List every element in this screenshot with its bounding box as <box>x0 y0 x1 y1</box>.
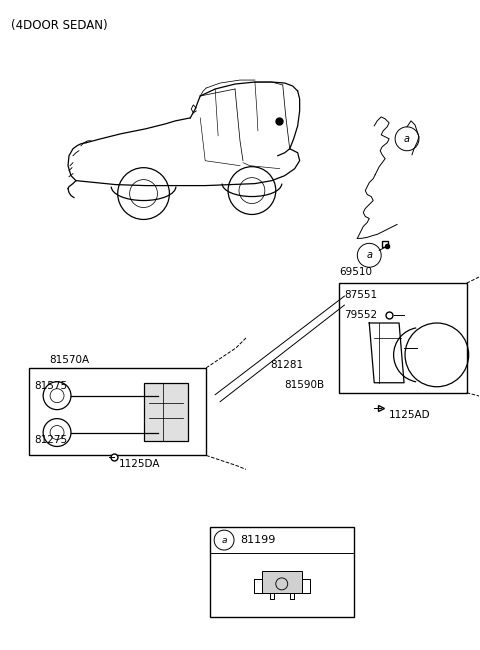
Bar <box>262 571 301 593</box>
Text: 87551: 87551 <box>344 290 377 300</box>
Bar <box>29 368 206 456</box>
Text: 1125AD: 1125AD <box>389 410 431 420</box>
Bar <box>210 527 354 617</box>
Text: 81275: 81275 <box>34 434 67 445</box>
Text: a: a <box>221 536 227 545</box>
Text: 81575: 81575 <box>34 381 67 391</box>
Text: 81281: 81281 <box>270 360 303 370</box>
Text: (4DOOR SEDAN): (4DOOR SEDAN) <box>12 20 108 32</box>
Bar <box>144 383 188 441</box>
Text: 1125DA: 1125DA <box>119 460 160 469</box>
Text: 79552: 79552 <box>344 310 377 320</box>
Bar <box>339 283 467 393</box>
Text: a: a <box>366 250 372 260</box>
Text: 81199: 81199 <box>240 535 276 545</box>
Text: a: a <box>404 134 410 144</box>
Text: 81570A: 81570A <box>49 355 89 365</box>
Text: 69510: 69510 <box>339 267 372 278</box>
Text: 81590B: 81590B <box>285 380 325 390</box>
